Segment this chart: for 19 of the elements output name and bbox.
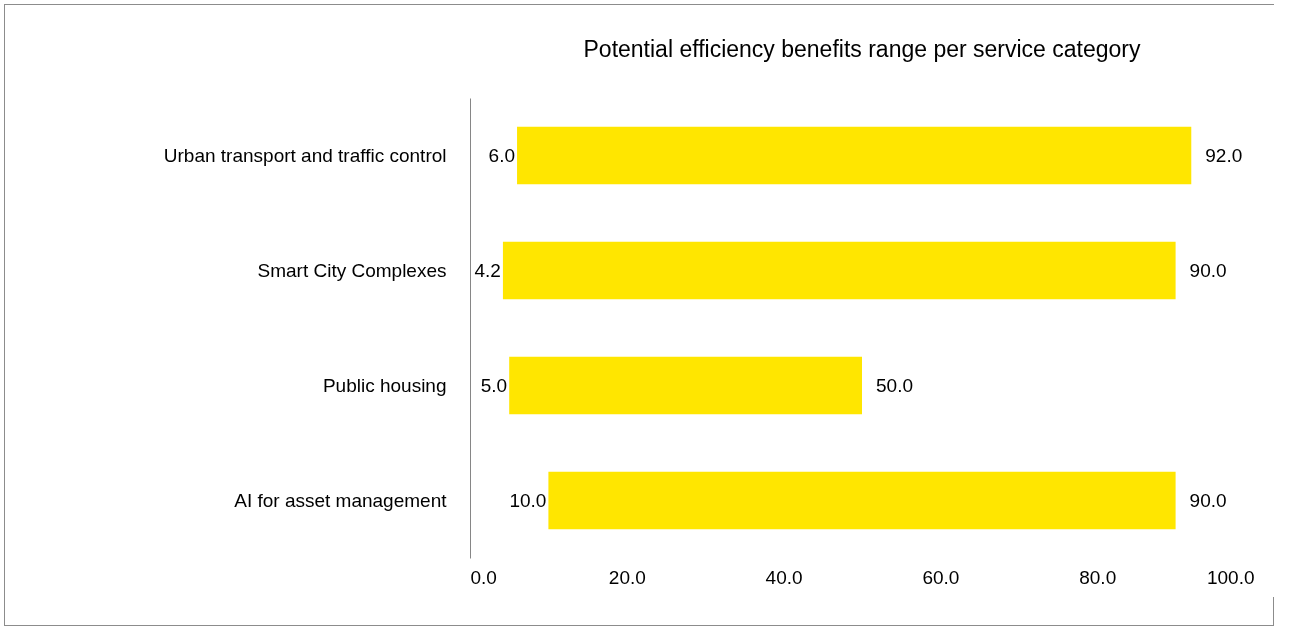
annotation: 5.0 <box>480 374 508 396</box>
y-tick-label: Urban transport and traffic control <box>163 144 447 166</box>
annotation: 10.0 <box>509 489 547 511</box>
annotation: 92.0 <box>1205 144 1243 166</box>
y-tick-label: Public housing <box>322 374 447 396</box>
x-tick-label: 80.0 <box>1079 566 1117 588</box>
x-tick-label: 60.0 <box>922 566 960 588</box>
annotation: 50.0 <box>876 374 913 396</box>
y-tick-label: AI for asset management <box>234 489 448 511</box>
x-tick-label: 0.0 <box>470 566 497 588</box>
annotation: 90.0 <box>1189 259 1227 281</box>
annotation: 6.0 <box>488 144 516 166</box>
x-tick-label: 100.0 <box>1206 566 1255 588</box>
annotation: 90.0 <box>1189 489 1227 511</box>
annotation: 4.2 <box>474 259 501 281</box>
x-tick-label: 20.0 <box>608 566 646 588</box>
x-tick-label: 40.0 <box>765 566 803 588</box>
y-tick-label: Smart City Complexes <box>257 259 447 281</box>
chart-title: Potential efficiency benefits range per service category <box>583 36 1141 62</box>
